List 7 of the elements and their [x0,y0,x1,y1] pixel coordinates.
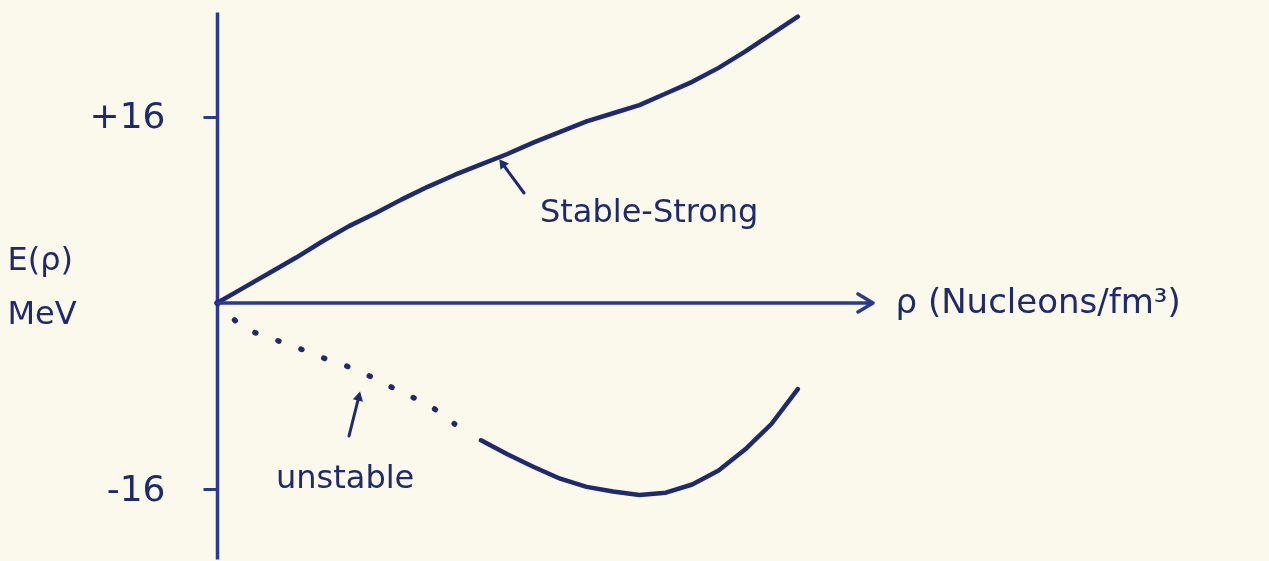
line-series [478,386,801,498]
annotation: Stable-Strong [540,192,759,230]
y-axis-title: E(ρ) MeV [7,240,77,333]
y-tick-label: +16 [89,95,166,137]
x-axis-title: ρ (Nucleons/fm³) [895,281,1181,322]
annotation: unstable [276,458,415,496]
y-tick-label: -16 [106,467,166,509]
